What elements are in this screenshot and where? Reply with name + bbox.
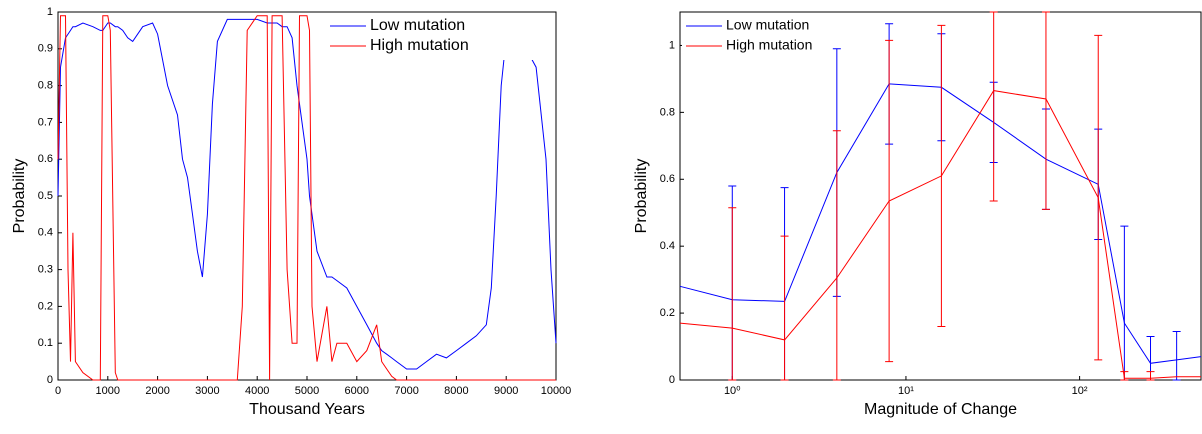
plot-frame bbox=[57, 11, 557, 381]
error-bar bbox=[989, 11, 998, 202]
error-bar bbox=[1146, 371, 1155, 381]
error-bar bbox=[1120, 371, 1129, 381]
series-line bbox=[57, 18, 557, 370]
x-tick-label: 8000 bbox=[444, 385, 468, 397]
y-tick-label: 0.6 bbox=[38, 153, 53, 165]
x-tick-label: 0 bbox=[55, 385, 61, 397]
x-tick-label: 1000 bbox=[96, 385, 120, 397]
legend-label: Low mutation bbox=[370, 17, 465, 34]
y-axis-label: Probability bbox=[633, 159, 650, 234]
series-line bbox=[57, 15, 556, 381]
y-tick-label: 1 bbox=[47, 6, 53, 18]
y-tick-label: 0.8 bbox=[38, 80, 53, 92]
y-tick-label: 0.9 bbox=[38, 43, 53, 55]
error-bar bbox=[885, 39, 894, 363]
x-tick-label: 4000 bbox=[245, 385, 269, 397]
x-tick-label: 5000 bbox=[295, 385, 319, 397]
y-axis-label: Probability bbox=[11, 159, 28, 234]
error-bar bbox=[780, 235, 789, 381]
y-tick-label: 0.2 bbox=[38, 300, 53, 312]
x-axis-label: Magnitude of Change bbox=[864, 401, 1017, 418]
error-bar bbox=[832, 130, 841, 381]
y-tick-label: 0.4 bbox=[38, 227, 53, 239]
x-axis-label: Thousand Years bbox=[249, 401, 365, 418]
x-tick-label: 7000 bbox=[394, 385, 418, 397]
legend-label: High mutation bbox=[726, 37, 812, 53]
plot-frame bbox=[679, 11, 1202, 381]
error-bar bbox=[937, 24, 946, 327]
y-tick-label: 0.5 bbox=[38, 190, 53, 202]
y-tick-label: 0.1 bbox=[38, 337, 53, 349]
y-tick-label: 0 bbox=[47, 374, 53, 386]
x-tick-label: 3000 bbox=[195, 385, 219, 397]
legend-label: High mutation bbox=[370, 37, 469, 54]
x-tick-label: 10¹ bbox=[898, 385, 914, 397]
error-bar bbox=[1041, 11, 1050, 210]
x-tick-label: 6000 bbox=[345, 385, 369, 397]
x-tick-label: 10² bbox=[1072, 385, 1088, 397]
error-bar bbox=[1172, 330, 1181, 381]
error-bar bbox=[1094, 34, 1103, 361]
error-bar bbox=[728, 207, 737, 381]
x-tick-label: 10⁰ bbox=[724, 385, 741, 397]
series-line bbox=[679, 90, 1201, 379]
y-tick-label: 0.4 bbox=[660, 240, 675, 252]
y-tick-label: 0.7 bbox=[38, 116, 53, 128]
series-line bbox=[679, 83, 1202, 364]
y-tick-label: 0.8 bbox=[660, 106, 675, 118]
legend-label: Low mutation bbox=[726, 17, 809, 33]
y-tick-label: 0.3 bbox=[38, 264, 53, 276]
y-tick-label: 1 bbox=[669, 39, 675, 51]
x-tick-label: 10000 bbox=[541, 385, 572, 397]
y-tick-label: 0.6 bbox=[660, 173, 675, 185]
x-tick-label: 2000 bbox=[145, 385, 169, 397]
x-tick-label: 9000 bbox=[494, 385, 518, 397]
legend-box bbox=[682, 14, 812, 60]
y-tick-label: 0 bbox=[669, 374, 675, 386]
legend-box bbox=[326, 14, 552, 60]
y-tick-label: 0.2 bbox=[660, 307, 675, 319]
